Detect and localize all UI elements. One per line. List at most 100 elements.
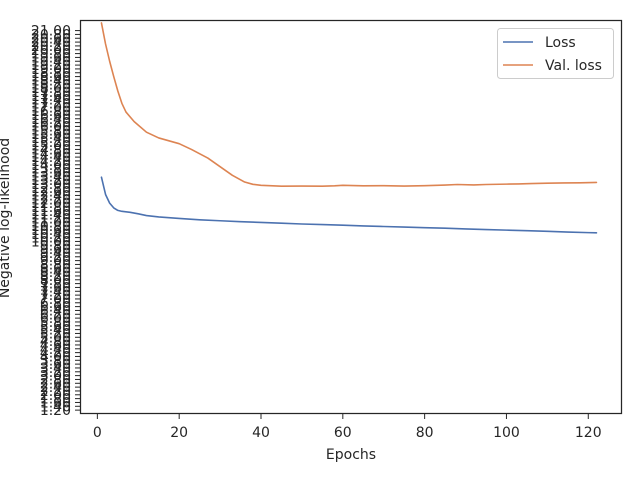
y-tick-label: 17.60 [31, 89, 71, 105]
y-tick-label: 13.80 [31, 162, 71, 178]
y-tick-label: 16.00 [31, 119, 71, 135]
y-tick-label: 7.40 [40, 284, 71, 300]
y-tick-label: 1.60 [40, 395, 71, 411]
y-tick-label: 4.20 [40, 346, 71, 362]
y-tick-label: 20.60 [31, 31, 71, 47]
y-tick-label: 8.60 [40, 261, 71, 277]
series-lines [100, 22, 598, 234]
y-tick-label: 16.80 [31, 104, 71, 120]
legend-label-loss: Loss [545, 35, 576, 51]
y-tick-label: 4.00 [40, 349, 71, 365]
y-tick-label: 3.40 [40, 361, 71, 377]
y-tick-label: 4.40 [40, 342, 71, 358]
y-tick-label: 18.00 [31, 81, 71, 97]
y-tick-label: 2.00 [40, 388, 71, 404]
y-tick-label: 9.80 [40, 238, 71, 254]
y-tick-label: 15.80 [31, 123, 71, 139]
y-tick-label: 8.40 [40, 265, 71, 281]
y-tick-label: 1.40 [40, 399, 71, 415]
y-tick-label: 12.20 [31, 192, 71, 208]
y-tick-label: 19.40 [31, 54, 71, 70]
y-tick-label: 3.80 [40, 353, 71, 369]
x-tick-label: 20 [170, 425, 188, 441]
y-tick-label: 14.80 [31, 142, 71, 158]
y-tick-label: 12.40 [31, 188, 71, 204]
y-tick-label: 18.60 [31, 70, 71, 86]
y-tick-label: 7.00 [40, 292, 71, 308]
y-tick-label: 20.80 [31, 27, 71, 43]
y-tick-label: 19.60 [31, 50, 71, 66]
y-tick-label: 2.40 [40, 380, 71, 396]
legend-label-val-loss: Val. loss [545, 58, 602, 74]
y-tick-label: 19.80 [31, 47, 71, 63]
y-tick-label: 7.80 [40, 277, 71, 293]
y-tick-label: 11.20 [31, 211, 71, 227]
y-tick-label: 16.60 [31, 108, 71, 124]
y-tick-label: 11.40 [31, 208, 71, 224]
y-tick-label: 12.00 [31, 196, 71, 212]
x-tick-label: 40 [252, 425, 270, 441]
y-tick-label: 6.40 [40, 303, 71, 319]
y-tick-label: 3.20 [40, 365, 71, 381]
x-axis-ticks: 0 20 40 60 80 100 120 [93, 413, 602, 441]
y-tick-label: 17.20 [31, 96, 71, 112]
y-tick-label: 13.20 [31, 173, 71, 189]
y-tick-label: 9.60 [40, 242, 71, 258]
y-tick-label: 13.00 [31, 177, 71, 193]
y-tick-label: 1.80 [40, 392, 71, 408]
y-tick-label: 15.00 [31, 139, 71, 155]
y-tick-label: 6.00 [40, 311, 71, 327]
y-tick-label: 6.20 [40, 307, 71, 323]
series-line-loss [100, 176, 598, 234]
y-tick-label: 20.20 [31, 39, 71, 55]
y-tick-label: 9.40 [40, 246, 71, 262]
y-tick-label: 20.00 [31, 43, 71, 59]
y-tick-label: 5.80 [40, 315, 71, 331]
y-tick-label: 13.60 [31, 165, 71, 181]
y-tick-label: 18.20 [31, 77, 71, 93]
y-tick-label: 8.80 [40, 257, 71, 273]
y-tick-label: 17.80 [31, 85, 71, 101]
y-tick-label: 11.80 [31, 200, 71, 216]
y-tick-label: 10.00 [31, 234, 71, 250]
y-tick-label: 3.00 [40, 369, 71, 385]
y-tick-label: 13.40 [31, 169, 71, 185]
x-tick-label: 60 [334, 425, 352, 441]
y-tick-label: 3.60 [40, 357, 71, 373]
y-tick-label: 11.60 [31, 204, 71, 220]
y-tick-label: 1.20 [40, 403, 71, 419]
x-axis-label: Epochs [326, 447, 376, 463]
y-tick-label: 9.20 [40, 250, 71, 266]
y-tick-label: 15.20 [31, 135, 71, 151]
y-tick-label: 18.80 [31, 66, 71, 82]
x-tick-label: 80 [416, 425, 434, 441]
y-tick-label: 10.60 [31, 223, 71, 239]
y-tick-label: 5.60 [40, 319, 71, 335]
y-axis-ticks: 1.201.401.601.802.002.202.402.602.803.00… [31, 24, 81, 419]
y-tick-label: 7.20 [40, 288, 71, 304]
y-tick-label: 10.80 [31, 219, 71, 235]
y-tick-label: 14.20 [31, 154, 71, 170]
y-axis-label: Negative log-likelihood [0, 138, 13, 298]
y-tick-label: 19.00 [31, 62, 71, 78]
x-tick-label: 0 [93, 425, 102, 441]
y-tick-label: 6.80 [40, 296, 71, 312]
y-tick-label: 15.60 [31, 127, 71, 143]
y-tick-label: 7.60 [40, 280, 71, 296]
y-tick-label: 5.40 [40, 323, 71, 339]
y-tick-label: 11.00 [31, 215, 71, 231]
y-tick-label: 4.60 [40, 338, 71, 354]
legend-frame [497, 28, 614, 79]
y-tick-label: 20.40 [31, 35, 71, 51]
x-tick-label: 100 [493, 425, 520, 441]
y-tick-label: 4.80 [40, 334, 71, 350]
y-tick-label: 16.40 [31, 112, 71, 128]
series-line-val-loss [100, 22, 598, 188]
y-tick-label: 2.80 [40, 372, 71, 388]
y-tick-label: 2.20 [40, 384, 71, 400]
y-tick-label: 15.40 [31, 131, 71, 147]
y-tick-label: 14.40 [31, 150, 71, 166]
y-tick-label: 10.20 [31, 231, 71, 247]
y-tick-label: 8.20 [40, 269, 71, 285]
